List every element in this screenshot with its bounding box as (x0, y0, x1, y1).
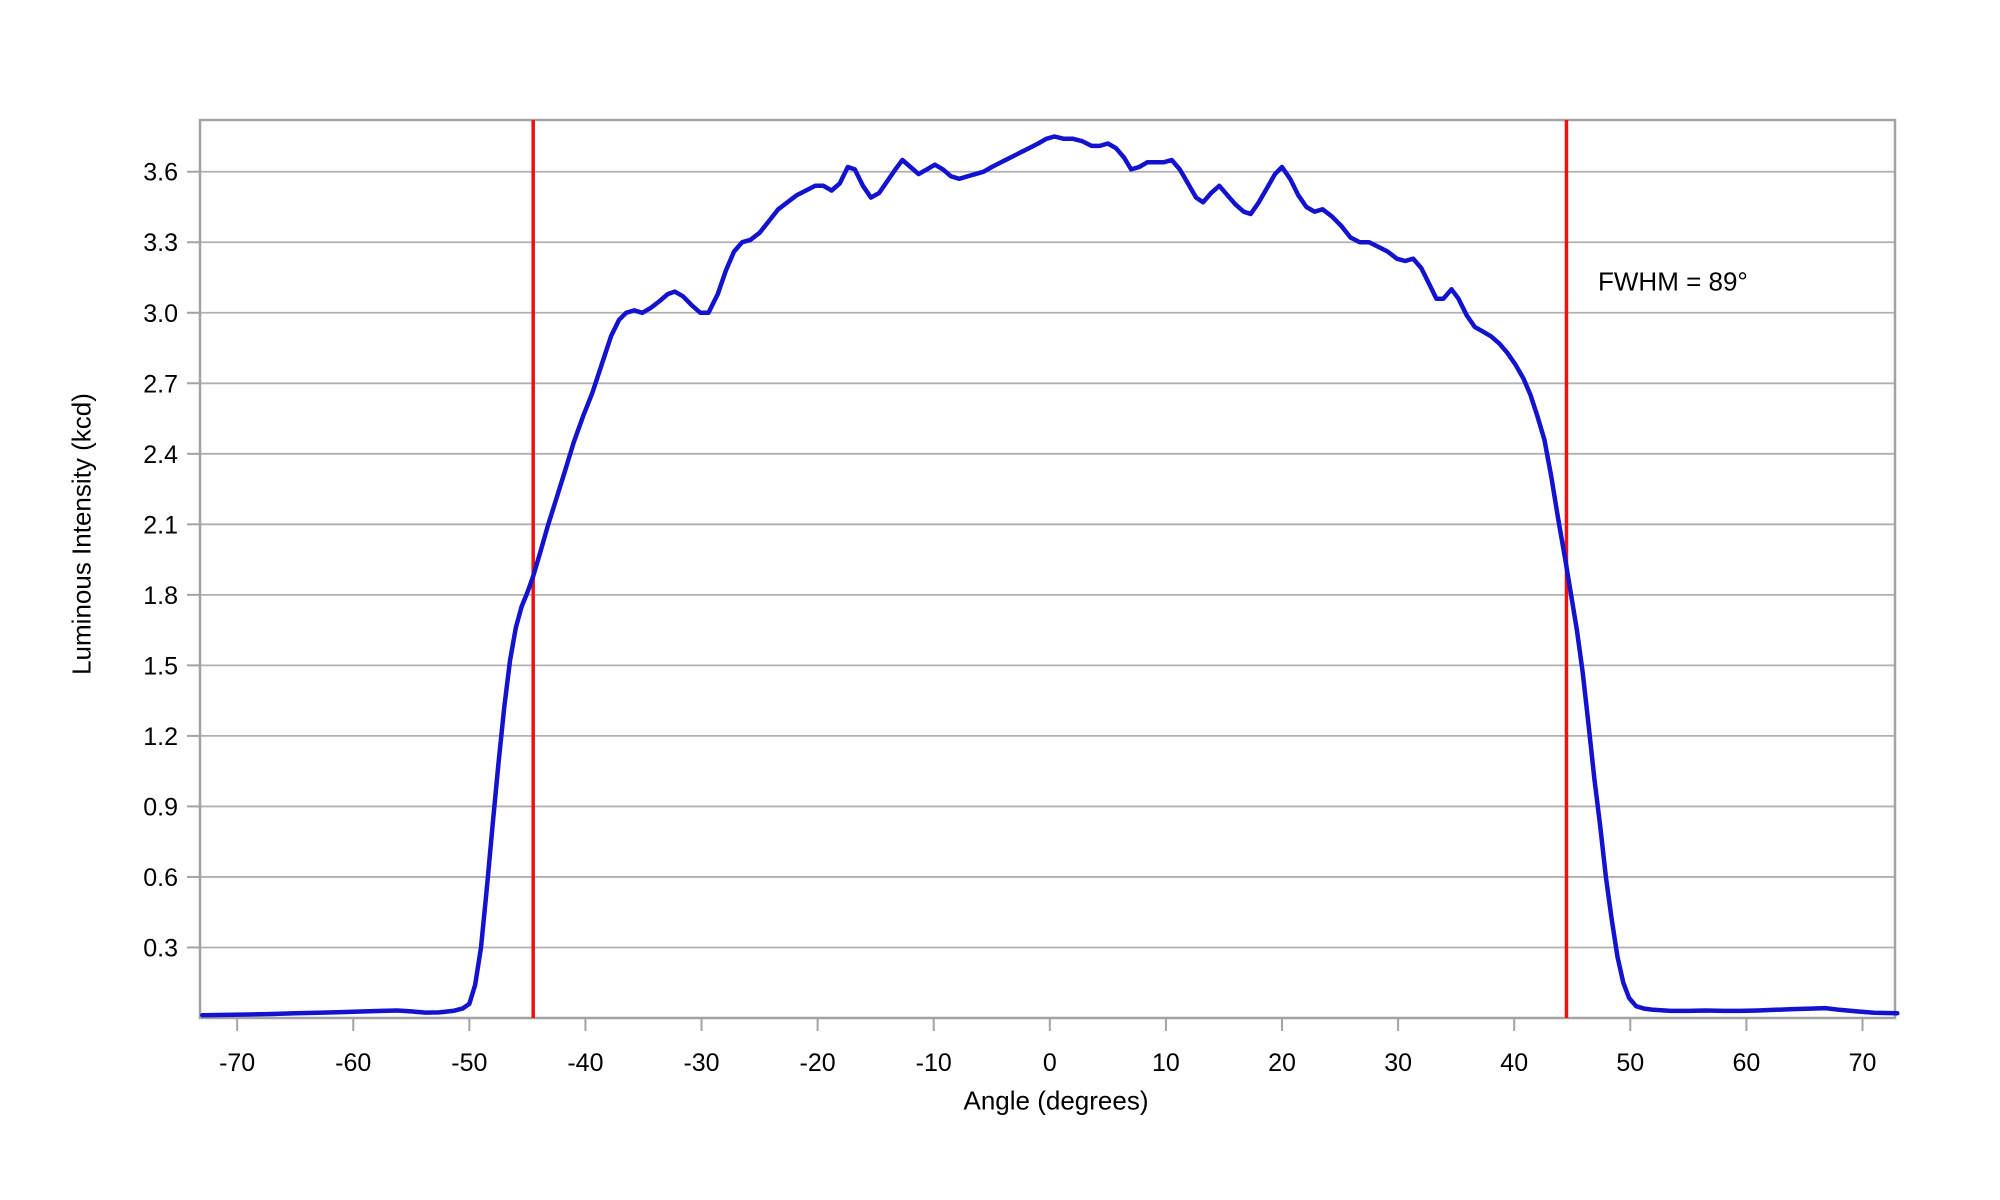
y-tick-label: 0.6 (143, 864, 178, 892)
x-tick-label: 20 (1268, 1049, 1296, 1077)
x-tick-label: 40 (1500, 1049, 1528, 1077)
y-tick-label: 2.4 (143, 441, 178, 469)
x-tick-label: 30 (1384, 1049, 1412, 1077)
x-tick-label: 0 (1043, 1049, 1057, 1077)
y-tick-label: 2.1 (143, 511, 178, 539)
luminous-intensity-curve (200, 134, 1900, 1018)
plot-border (198, 118, 1897, 1020)
y-tick-label: 2.7 (143, 370, 178, 398)
x-tick-label: -10 (916, 1049, 952, 1077)
x-axis-title: Angle (degrees) (963, 1085, 1149, 1116)
x-tick-label: -70 (219, 1049, 255, 1077)
y-tick-label: 1.8 (143, 582, 178, 610)
x-tick-label: 60 (1732, 1049, 1760, 1077)
y-tick-label: 0.9 (143, 793, 178, 821)
y-tick-label: 0.3 (143, 934, 178, 962)
y-tick-label: 1.2 (143, 723, 178, 751)
y-tick-label: 3.6 (143, 159, 178, 187)
x-tick-label: -40 (567, 1049, 603, 1077)
x-tick-label: -50 (451, 1049, 487, 1077)
y-tick-label: 1.5 (143, 652, 178, 680)
fwhm-annotation: FWHM = 89° (1598, 266, 1748, 297)
x-tick-label: 50 (1616, 1049, 1644, 1077)
x-tick-label: 70 (1849, 1049, 1877, 1077)
y-axis-title: Luminous Intensity (kcd) (66, 393, 97, 675)
x-tick-label: 10 (1152, 1049, 1180, 1077)
x-tick-label: -20 (800, 1049, 836, 1077)
x-tick-label: -60 (335, 1049, 371, 1077)
x-tick-label: -30 (683, 1049, 719, 1077)
y-tick-label: 3.3 (143, 229, 178, 257)
y-tick-label: 3.0 (143, 300, 178, 328)
